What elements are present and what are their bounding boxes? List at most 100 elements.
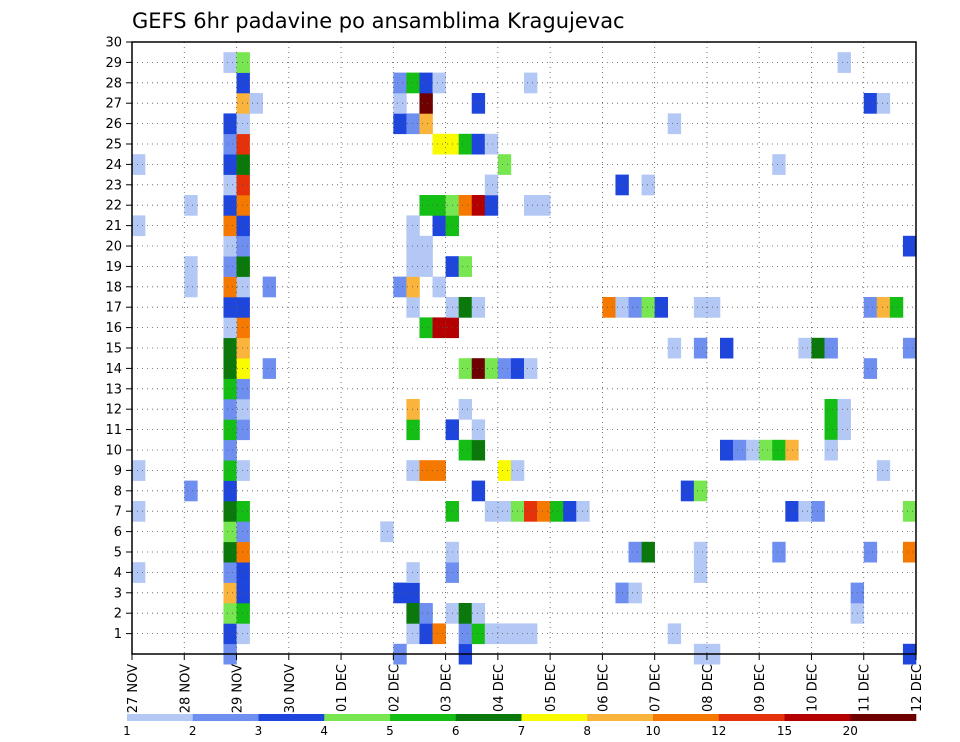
- heatmap-cell: [471, 603, 486, 624]
- heatmap-cell: [406, 113, 420, 135]
- heatmap-cell: [902, 501, 917, 522]
- heatmap-cell: [223, 174, 237, 196]
- heatmap-cell: [236, 174, 250, 196]
- colorbar-label: 12: [711, 724, 726, 738]
- heatmap-cell: [484, 195, 499, 216]
- heatmap-cell: [484, 174, 499, 196]
- heatmap-cell: [236, 93, 250, 114]
- x-tick-label: 07 DEC: [649, 664, 664, 712]
- heatmap-cell: [432, 195, 446, 216]
- heatmap-cell: [458, 623, 473, 645]
- heatmap-cell: [471, 623, 486, 645]
- heatmap-cell: [693, 541, 708, 563]
- heatmap-cell: [262, 358, 277, 379]
- heatmap-cell: [889, 297, 904, 318]
- heatmap-cell: [236, 154, 250, 175]
- heatmap-cell: [236, 378, 250, 400]
- y-tick-label: 10: [105, 444, 122, 459]
- heatmap-cell: [236, 623, 250, 645]
- y-tick-label: 1: [114, 627, 122, 642]
- colorbar-swatch: [324, 714, 391, 721]
- heatmap-cell: [132, 215, 146, 237]
- heatmap-cell: [471, 195, 486, 216]
- x-tick-labels: 27 NOV 28 NOV 29 NOV 30 NOV 01 DEC 02 DEC 03 D…: [126, 654, 925, 713]
- heatmap-cell: [497, 154, 512, 175]
- y-tick-labels: 1234567891011121314151617181920212223242…: [105, 36, 132, 642]
- x-tick-label: 12 DEC: [910, 664, 925, 712]
- heatmap-cell: [641, 297, 655, 318]
- heatmap-cell: [759, 439, 773, 461]
- heatmap-cell: [497, 501, 512, 522]
- heatmap-cell: [432, 276, 446, 298]
- heatmap-cell: [223, 133, 237, 155]
- heatmap-cell: [667, 113, 682, 135]
- x-tick-label: 27 NOV: [126, 664, 141, 713]
- heatmap-cell: [223, 154, 237, 175]
- heatmap-cell: [223, 480, 237, 502]
- heatmap-cell: [419, 93, 433, 114]
- heatmap-cell: [432, 72, 446, 94]
- y-tick-label: 11: [105, 423, 122, 438]
- heatmap-cell: [419, 256, 433, 277]
- colorbar-label: 7: [518, 724, 526, 738]
- colorbar-swatch: [784, 714, 851, 721]
- colorbar-swatch: [390, 714, 457, 721]
- heatmap-cell: [471, 133, 486, 155]
- heatmap-cell: [471, 358, 486, 379]
- colorbar-label: 20: [843, 724, 858, 738]
- y-tick-label: 29: [105, 56, 122, 71]
- heatmap-cell: [798, 501, 812, 522]
- heatmap-cell: [863, 93, 878, 114]
- grid-lines: [132, 42, 916, 654]
- heatmap-cell: [811, 501, 825, 522]
- heatmap-cell: [236, 52, 250, 73]
- heatmap-cell: [393, 276, 407, 298]
- heatmap-cell: [236, 113, 250, 135]
- heatmap-cell: [223, 358, 237, 379]
- colorbar-swatch: [850, 714, 917, 721]
- heatmap-cell: [236, 501, 250, 522]
- x-tick-label: 11 DEC: [858, 664, 873, 712]
- heatmap-cell: [837, 419, 851, 441]
- heatmap-cell: [667, 623, 682, 645]
- heatmap-cell: [236, 399, 250, 420]
- heatmap-cell: [223, 460, 237, 481]
- heatmap-cell: [524, 72, 538, 94]
- heatmap-cell: [497, 358, 512, 379]
- heatmap-cell: [132, 562, 146, 583]
- heatmap-cell: [902, 541, 917, 563]
- heatmap-cell: [223, 378, 237, 400]
- x-tick-label: 02 DEC: [387, 664, 402, 712]
- heatmap-cell: [236, 317, 250, 339]
- heatmap-cell: [406, 72, 420, 94]
- heatmap-cell: [641, 541, 655, 563]
- heatmap-cell: [236, 582, 250, 604]
- heatmap-cell: [236, 419, 250, 441]
- heatmap-cell: [550, 501, 564, 522]
- heatmap-cell: [406, 603, 420, 624]
- y-tick-label: 30: [105, 36, 122, 51]
- x-tick-label: 05 DEC: [544, 664, 559, 712]
- heatmap-cell: [524, 195, 538, 216]
- y-tick-label: 23: [105, 178, 122, 193]
- heatmap-cell: [132, 501, 146, 522]
- heatmap-cell: [223, 439, 237, 461]
- heatmap-cell: [419, 72, 433, 94]
- heatmap-cell: [184, 480, 198, 502]
- x-tick-label: 04 DEC: [492, 664, 507, 712]
- heatmap-cell: [223, 399, 237, 420]
- heatmap-cell: [720, 439, 734, 461]
- heatmap-cell: [432, 460, 446, 481]
- x-tick-label: 08 DEC: [701, 664, 716, 712]
- colorbar-label: 2: [189, 724, 197, 738]
- colorbar-label: 3: [255, 724, 263, 738]
- heatmap-cell: [628, 582, 642, 604]
- heatmap-cell: [262, 276, 277, 298]
- x-tick-label: 03 DEC: [440, 664, 455, 712]
- y-tick-label: 15: [105, 342, 122, 357]
- heatmap-cell: [798, 337, 812, 359]
- heatmap-cell: [863, 297, 878, 318]
- y-tick-label: 13: [105, 382, 122, 397]
- y-tick-label: 20: [105, 240, 122, 255]
- heatmap-cell: [393, 72, 407, 94]
